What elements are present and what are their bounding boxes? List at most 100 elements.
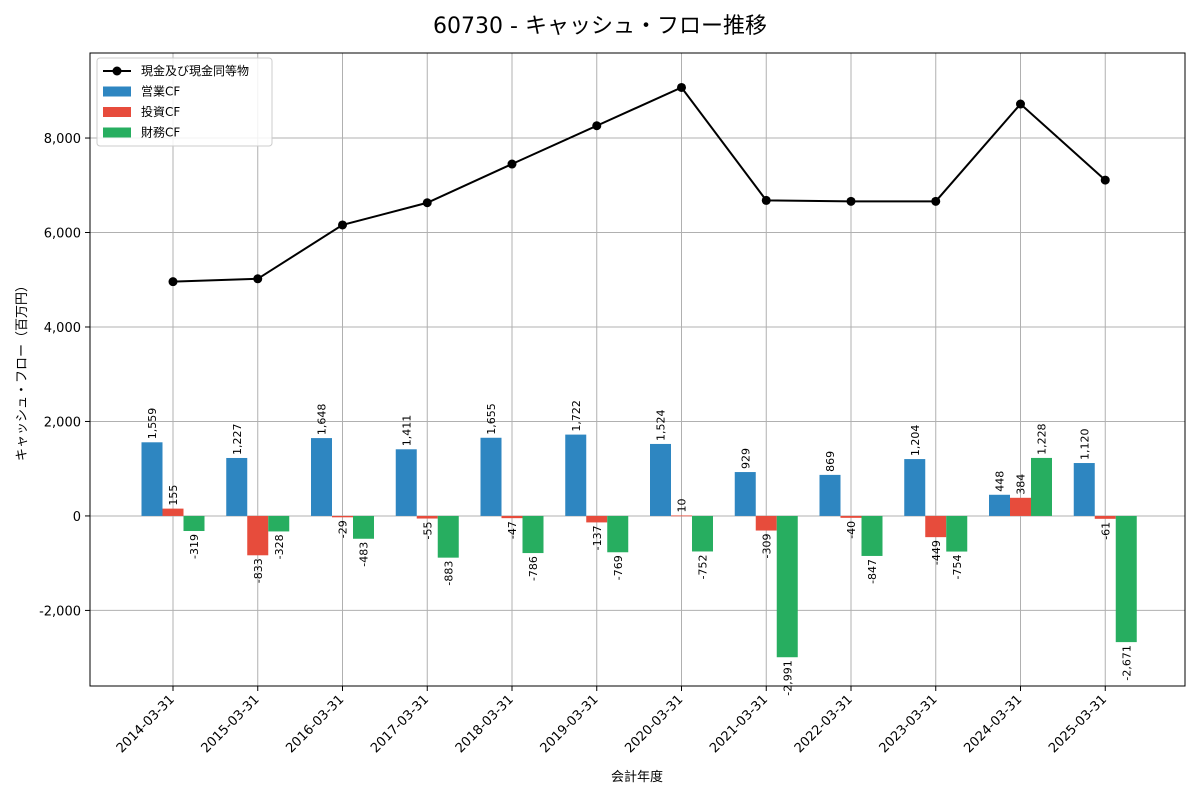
bar-value-label: 384	[1015, 474, 1028, 495]
bar-投資CF	[416, 515, 438, 519]
bar-value-label: -752	[697, 554, 710, 579]
bar-value-label: -47	[506, 521, 519, 539]
cash-line-point	[338, 220, 347, 230]
bar-value-label: -769	[612, 555, 625, 580]
bar-value-label: 1,559	[146, 408, 159, 440]
bar-投資CF	[586, 515, 608, 523]
bar-投資CF	[840, 515, 862, 518]
bar-value-label: -309	[760, 534, 773, 559]
x-tick-label: 2015-03-31	[199, 692, 263, 756]
bar-value-label: -61	[1099, 522, 1112, 540]
bar-営業CF	[734, 472, 756, 516]
bar-value-label: -29	[337, 520, 350, 538]
y-tick-label: 6,000	[44, 227, 81, 242]
bar-value-label: -847	[866, 559, 879, 584]
bar-value-label: 1,120	[1078, 429, 1091, 461]
cash-line-point	[1100, 175, 1110, 185]
x-tick-label: 2018-03-31	[453, 692, 517, 756]
bar-財務CF	[522, 515, 544, 554]
y-axis-label: キャッシュ・フロー（百万円）	[15, 279, 30, 461]
legend-box	[96, 57, 273, 147]
cash-line-point	[931, 196, 941, 206]
bar-投資CF	[755, 515, 777, 531]
y-tick-label: -2,000	[39, 604, 81, 619]
bar-営業CF	[1073, 463, 1095, 516]
bar-投資CF	[925, 515, 947, 538]
bar-value-label: -137	[591, 525, 604, 550]
bar-財務CF	[946, 515, 968, 552]
bar-value-label: -883	[442, 561, 455, 586]
bar-value-label: 1,204	[909, 425, 922, 457]
cash-line-point	[253, 274, 263, 284]
bar-営業CF	[989, 494, 1010, 516]
cash-line-point	[592, 121, 602, 131]
bar-labels: 1,559 1,227 1,648 1,411 1,655 1,722 1,524 929 86…	[146, 400, 1133, 696]
x-tick-label: 2021-03-31	[707, 692, 771, 756]
x-tick-label: 2019-03-31	[538, 692, 602, 756]
bar-value-label: -2,991	[781, 660, 794, 695]
bar-value-label: 448	[994, 471, 1007, 492]
bar-value-label: 155	[167, 485, 180, 506]
y-tick-label: 0	[73, 510, 81, 525]
bar-value-label: 10	[676, 498, 689, 512]
bar-value-label: 1,524	[655, 409, 668, 441]
bar-value-label: 1,648	[316, 404, 329, 436]
cash-line-point	[761, 195, 771, 205]
bar-value-label: 1,655	[485, 403, 498, 435]
bar-投資CF	[1094, 515, 1116, 519]
x-tick-label: 2024-03-31	[961, 692, 1025, 756]
bar-value-label: -40	[845, 521, 858, 539]
bars	[141, 434, 1137, 658]
bar-value-label: -754	[951, 555, 964, 580]
bar-value-label: -2,671	[1120, 645, 1133, 680]
bar-value-label: 929	[739, 448, 752, 469]
bar-財務CF	[1115, 515, 1137, 643]
legend-label: 営業CF	[141, 85, 180, 99]
bar-営業CF	[565, 434, 587, 516]
legend-marker	[112, 66, 122, 76]
bar-value-label: -449	[930, 540, 943, 565]
bar-財務CF	[776, 515, 798, 658]
cash-line-point	[846, 196, 856, 206]
legend-label: 投資CF	[141, 104, 180, 119]
bar-value-label: -328	[273, 534, 286, 559]
grid	[90, 53, 1185, 686]
bar-投資CF	[247, 515, 269, 556]
bar-value-label: 1,722	[570, 400, 583, 432]
bar-営業CF	[311, 438, 332, 516]
x-axis: 2014-03-31 2015-03-31 2016-03-31 2017-03-31…	[114, 686, 1110, 756]
bar-財務CF	[183, 515, 205, 532]
bar-投資CF	[332, 515, 353, 518]
bar-value-label: -833	[252, 558, 265, 583]
bar-value-label: -319	[188, 534, 201, 559]
bar-value-label: -483	[358, 542, 371, 567]
legend-swatch	[103, 86, 131, 97]
bar-投資CF	[162, 508, 184, 516]
bar-投資CF	[501, 515, 523, 519]
x-tick-label: 2020-03-31	[622, 692, 686, 756]
bar-営業CF	[819, 474, 841, 516]
bar-財務CF	[353, 515, 374, 539]
y-tick-label: 2,000	[44, 415, 81, 430]
bar-value-label: -786	[527, 556, 540, 581]
bar-営業CF	[650, 443, 671, 516]
cash-line-point	[507, 159, 517, 169]
x-tick-label: 2025-03-31	[1046, 692, 1110, 756]
bar-財務CF	[861, 515, 883, 556]
cash-line-point	[677, 82, 686, 92]
x-axis-label: 会計年度	[611, 769, 663, 785]
bar-営業CF	[480, 437, 502, 516]
legend-label: 現金及び現金同等物	[141, 63, 249, 78]
cash-line	[168, 82, 1110, 287]
y-axis: -2,000 0 2,000 4,000 6,000 8,000	[39, 132, 90, 619]
chart-title: 60730 - キャッシュ・フロー推移	[433, 14, 767, 39]
bar-財務CF	[437, 515, 459, 558]
cash-line-point	[1016, 99, 1025, 109]
bar-value-label: -55	[421, 522, 434, 540]
bar-営業CF	[141, 442, 163, 516]
bar-value-label: 869	[824, 451, 837, 472]
x-tick-label: 2014-03-31	[114, 692, 178, 756]
bar-財務CF	[692, 515, 713, 552]
cash-line-point	[422, 198, 432, 208]
y-tick-label: 4,000	[44, 321, 81, 336]
